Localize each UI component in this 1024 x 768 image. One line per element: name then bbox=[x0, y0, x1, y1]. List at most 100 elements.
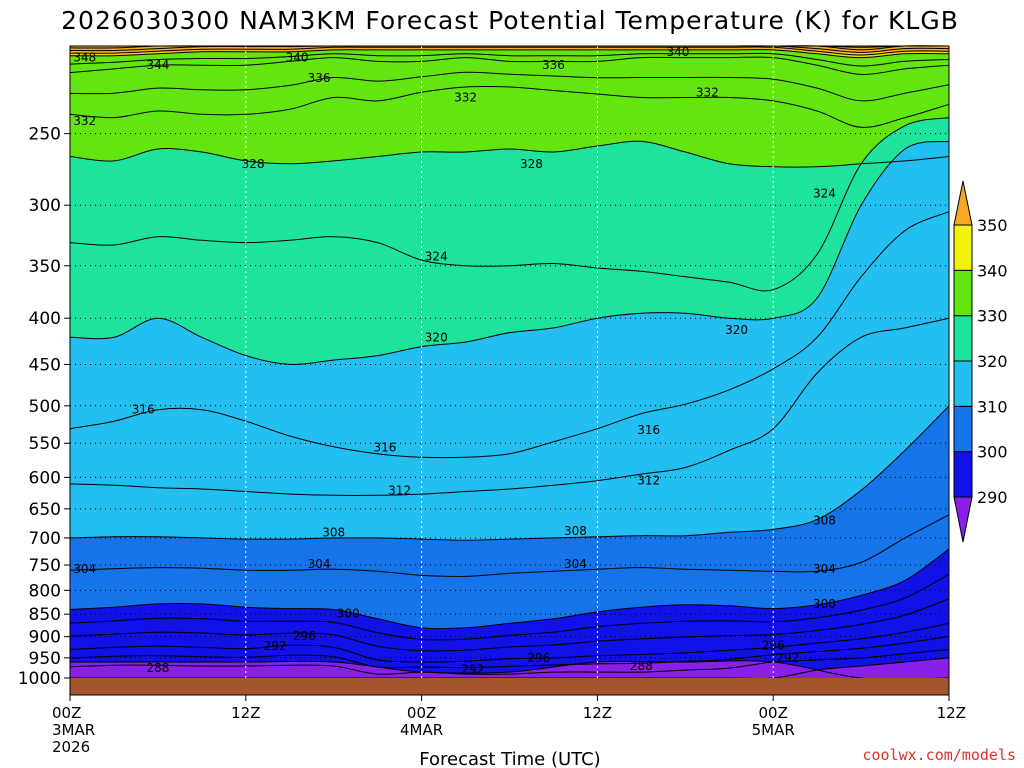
contour-label-316: 316 bbox=[374, 440, 397, 454]
y-tick-label-950: 950 bbox=[29, 649, 61, 669]
y-tick-label-750: 750 bbox=[29, 556, 61, 576]
contour-label-304: 304 bbox=[73, 562, 96, 576]
colorbar-label-310: 310 bbox=[977, 397, 1008, 416]
contour-label-340: 340 bbox=[286, 51, 309, 65]
isentrope-316 bbox=[69, 211, 950, 459]
x-axis-label: Forecast Time (UTC) bbox=[419, 749, 600, 768]
contour-label-288: 288 bbox=[630, 659, 653, 673]
contour-label-336: 336 bbox=[542, 58, 565, 72]
contour-label-288: 288 bbox=[146, 661, 169, 675]
colorbar-bin-310 bbox=[953, 360, 973, 407]
plot-area bbox=[70, 46, 949, 680]
contour-label-320: 320 bbox=[425, 330, 448, 344]
isentrope-324 bbox=[69, 117, 950, 292]
contour-label-312: 312 bbox=[388, 483, 411, 497]
colorbar-bin-290 bbox=[953, 451, 973, 498]
contour-label-300: 300 bbox=[813, 597, 836, 611]
y-tick-label-850: 850 bbox=[29, 605, 61, 625]
y-tick-label-500: 500 bbox=[29, 397, 61, 417]
gridlines bbox=[70, 46, 949, 678]
plot-frame bbox=[69, 45, 950, 696]
colorbar-label-350: 350 bbox=[977, 216, 1008, 235]
y-tick-label-400: 400 bbox=[29, 309, 61, 329]
x-tick-label-60-0: 12Z bbox=[937, 704, 966, 722]
contour-label-308: 308 bbox=[813, 514, 836, 528]
contour-label-332: 332 bbox=[696, 85, 719, 99]
band-above-346 bbox=[70, 46, 949, 52]
x-tick-label-48-1: 5MAR bbox=[752, 721, 795, 739]
colorbar-bin-320 bbox=[953, 315, 973, 362]
contour-label-312: 312 bbox=[637, 474, 660, 488]
credit-text: coolwx.com/models bbox=[862, 746, 1016, 764]
isentrope-fill-0 bbox=[69, 52, 950, 67]
x-tick-label-24-0: 00Z bbox=[407, 704, 436, 722]
colorbar-label-330: 330 bbox=[977, 307, 1008, 326]
isentrope-fill-1 bbox=[69, 71, 950, 102]
contour-label-292: 292 bbox=[461, 662, 484, 676]
y-axis: 250 300 350 400 450 500 550 600 650 700 750 800 850 9… bbox=[18, 125, 70, 689]
colorbar-label-320: 320 bbox=[977, 352, 1008, 371]
contour-label-332: 332 bbox=[454, 90, 477, 104]
isentrope-320 bbox=[69, 140, 950, 366]
contour-label-344: 344 bbox=[146, 58, 169, 72]
x-tick-label-12-0: 12Z bbox=[231, 704, 260, 722]
contour-label-324: 324 bbox=[425, 250, 448, 264]
y-tick-label-650: 650 bbox=[29, 500, 61, 520]
band-below-290 bbox=[70, 657, 949, 679]
contour-label-316: 316 bbox=[132, 403, 155, 417]
contour-label-308: 308 bbox=[564, 524, 587, 538]
isentrope-332 bbox=[69, 85, 950, 128]
isentrope-300 bbox=[69, 548, 950, 630]
y-tick-label-900: 900 bbox=[29, 628, 61, 648]
contour-label-296: 296 bbox=[293, 629, 316, 643]
colorbar-arrow-bottom bbox=[953, 496, 973, 543]
isentrope-308 bbox=[69, 405, 950, 541]
isentrope-fill-4 bbox=[69, 573, 950, 641]
y-tick-label-600: 600 bbox=[29, 468, 61, 488]
colorbar-arrow-top bbox=[953, 180, 973, 226]
x-tick-label-24-1: 4MAR bbox=[400, 721, 443, 739]
contour-label-308: 308 bbox=[322, 525, 345, 539]
isentrope-fill-5 bbox=[69, 635, 950, 669]
x-tick-label-0-2: 2026 bbox=[52, 738, 90, 756]
contour-label-304: 304 bbox=[813, 562, 836, 576]
contour-label-340: 340 bbox=[667, 45, 690, 59]
isentrope-336 bbox=[69, 56, 950, 75]
contour-label-304: 304 bbox=[308, 557, 331, 571]
contour-label-296: 296 bbox=[762, 638, 785, 652]
x-tick-label-0-0: 00Z bbox=[52, 704, 81, 722]
isentrope-292 bbox=[69, 649, 950, 675]
y-tick-label-550: 550 bbox=[29, 434, 61, 454]
y-tick-label-800: 800 bbox=[29, 581, 61, 601]
x-tick-label-48-0: 00Z bbox=[759, 704, 788, 722]
contour-label-328: 328 bbox=[242, 157, 265, 171]
isentrope-upper-1 bbox=[69, 46, 950, 56]
y-tick-label-300: 300 bbox=[29, 196, 61, 216]
x-tick-label-0-1: 3MAR bbox=[52, 721, 95, 739]
contour-label-332: 332 bbox=[73, 114, 96, 128]
y-tick-label-1000: 1000 bbox=[18, 669, 61, 689]
colorbar-label-340: 340 bbox=[977, 261, 1008, 280]
y-tick-label-350: 350 bbox=[29, 257, 61, 277]
isentrope-fill-3 bbox=[69, 598, 950, 652]
colorbar: 350 340 330 320 310 300 290 bbox=[953, 180, 1008, 543]
contour-label-300: 300 bbox=[337, 606, 360, 620]
y-tick-label-450: 450 bbox=[29, 355, 61, 375]
contour-label-304: 304 bbox=[564, 557, 587, 571]
contour-label-292: 292 bbox=[776, 651, 799, 665]
isentrope-290-surface bbox=[70, 660, 950, 680]
isentrope-296 bbox=[69, 622, 950, 663]
contour-label-328: 328 bbox=[520, 157, 543, 171]
ground-bar bbox=[70, 678, 949, 695]
colorbar-bin-340 bbox=[953, 224, 973, 271]
contour-labels: 348 344 340 336 336 340 332 332 332 328 328 324 324 3… bbox=[73, 45, 836, 676]
contour-label-348: 348 bbox=[73, 51, 96, 65]
contour-label-320: 320 bbox=[725, 323, 748, 337]
contour-label-324: 324 bbox=[813, 186, 836, 200]
contour-label-296: 296 bbox=[527, 651, 550, 665]
colorbar-bin-300 bbox=[953, 405, 973, 453]
x-tick-label-36-0: 12Z bbox=[583, 704, 612, 722]
isentrope-328 bbox=[69, 140, 950, 168]
